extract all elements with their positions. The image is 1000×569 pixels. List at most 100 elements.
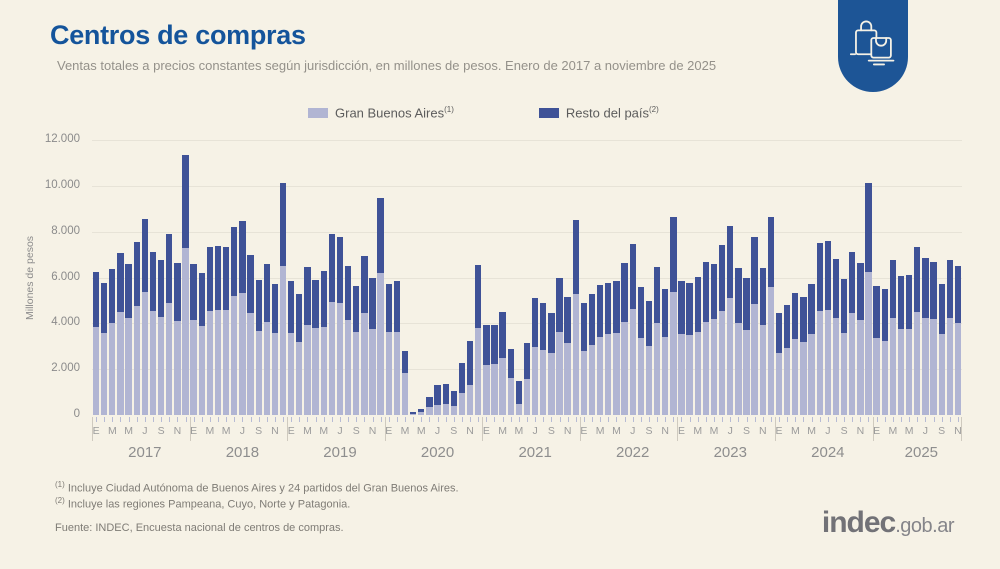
month-tick <box>494 417 496 422</box>
bar-2019-11-resto <box>369 278 376 330</box>
bar-2023-02-resto <box>686 283 693 336</box>
page-title: Centros de compras <box>50 20 306 50</box>
x-month-label: M <box>612 425 621 437</box>
bar-2025-08-gba <box>930 319 937 415</box>
x-month-label: S <box>743 425 751 437</box>
month-tick <box>388 417 390 422</box>
bar-2021-09-gba <box>548 353 555 415</box>
bar-2019-06-resto <box>328 234 336 303</box>
year-separator <box>287 417 289 441</box>
x-month-label: E <box>873 425 881 437</box>
month-tick <box>787 417 789 422</box>
bar-2017-07-resto <box>141 219 148 292</box>
bar-2017-01-gba <box>92 326 100 415</box>
source-note: Fuente: INDEC, Encuesta nacional de cent… <box>55 522 344 534</box>
month-tick <box>242 417 244 422</box>
bar-2019-08-resto <box>344 266 352 321</box>
bar-2018-04-resto <box>214 246 222 311</box>
bar-2018-01-resto <box>190 263 197 321</box>
bar-2019-06-gba <box>328 302 336 415</box>
month-tick <box>502 417 504 422</box>
legend-item-resto-del-pais: Resto del país(2) <box>538 105 659 121</box>
month-tick <box>161 417 163 422</box>
bar-2021-02-gba <box>491 364 498 415</box>
bar-2025-09-resto <box>938 284 945 335</box>
x-month-label: M <box>400 425 410 437</box>
bar-2022-01-resto <box>580 303 588 351</box>
x-month-label: S <box>645 425 653 437</box>
bar-2022-05-resto <box>613 280 620 334</box>
bar-2020-07-gba <box>434 405 441 415</box>
bar-2024-03-gba <box>792 339 799 415</box>
bar-2024-01-gba <box>775 352 783 415</box>
month-tick <box>177 417 179 422</box>
bar-2018-02-resto <box>198 272 205 326</box>
x-month-label: E <box>580 425 588 437</box>
month-tick <box>730 417 732 422</box>
x-month-label: E <box>677 425 685 437</box>
month-tick <box>331 417 333 422</box>
bar-2018-07-gba <box>239 292 246 415</box>
x-month-label: M <box>303 425 312 437</box>
bar-2021-06-gba <box>523 379 531 415</box>
bar-2023-10-gba <box>751 303 758 415</box>
x-month-label: J <box>727 425 733 437</box>
bar-2022-10-resto <box>653 266 661 323</box>
bar-2022-09-resto <box>645 301 653 347</box>
bar-2020-09-resto <box>450 390 457 406</box>
bar-2021-10-gba <box>556 332 563 415</box>
gridline <box>92 277 962 279</box>
bar-2024-07-resto <box>824 240 831 311</box>
bar-2019-07-resto <box>336 237 344 304</box>
bar-2018-08-gba <box>247 313 254 415</box>
bar-2024-12-resto <box>865 183 872 272</box>
bar-2022-08-resto <box>637 287 644 339</box>
x-year-label: 2024 <box>811 444 845 461</box>
bar-2018-04-gba <box>214 310 222 415</box>
page-subtitle: Ventas totales a precios constantes segú… <box>57 58 717 73</box>
x-month-label: M <box>514 425 524 437</box>
bar-2020-03-gba <box>401 373 409 415</box>
bar-2017-04-resto <box>117 253 124 312</box>
bar-2020-02-resto <box>393 280 401 333</box>
year-separator <box>579 417 581 441</box>
month-tick <box>226 417 228 422</box>
bar-2023-09-gba <box>743 329 750 415</box>
month-tick <box>705 417 707 422</box>
indec-logo-text: indec <box>821 506 896 539</box>
y-tick-label: 4.000 <box>51 316 80 329</box>
month-tick <box>185 417 187 422</box>
year-separator <box>677 417 679 441</box>
bar-2020-11-gba <box>466 385 474 415</box>
bar-2020-11-resto <box>466 341 474 386</box>
bar-2017-03-gba <box>109 323 116 415</box>
bar-2020-07-resto <box>434 384 441 406</box>
month-tick <box>209 417 211 422</box>
x-month-label: N <box>271 425 279 437</box>
bar-2021-08-gba <box>540 349 547 415</box>
gridline <box>92 323 962 325</box>
gridline <box>92 231 962 233</box>
month-tick <box>714 417 715 422</box>
bar-2019-12-gba <box>377 273 384 415</box>
x-month-label: M <box>319 425 329 437</box>
month-tick <box>445 417 447 422</box>
bar-2021-01-resto <box>483 325 490 366</box>
bar-2022-02-gba <box>588 345 596 415</box>
bar-2022-03-resto <box>597 284 604 337</box>
y-tick-label: 8.000 <box>51 224 80 237</box>
stacked-bar-plot <box>92 140 962 415</box>
bar-2022-07-resto <box>629 244 636 310</box>
legend-label-resto: Resto del país(2) <box>565 105 659 121</box>
bar-2022-12-gba <box>670 291 677 415</box>
month-tick <box>600 417 602 422</box>
month-tick <box>128 417 130 422</box>
month-tick <box>624 417 626 422</box>
month-tick <box>258 417 260 422</box>
month-tick <box>112 417 114 422</box>
bar-2022-11-resto <box>662 288 669 338</box>
x-year-label: 2020 <box>420 444 455 461</box>
month-tick <box>909 417 911 422</box>
bar-2017-07-gba <box>141 291 148 415</box>
